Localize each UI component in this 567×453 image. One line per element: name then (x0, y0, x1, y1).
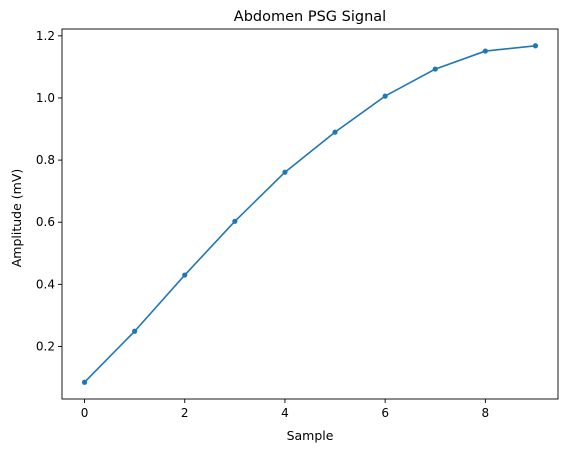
y-tick-label: 0.8 (36, 153, 55, 167)
data-point (132, 328, 138, 334)
y-tick-label: 0.6 (36, 215, 55, 229)
x-tick-label: 0 (81, 406, 89, 420)
y-axis-label: Amplitude (mV) (9, 169, 24, 268)
data-point (482, 48, 488, 54)
y-tick-label: 1.0 (36, 91, 55, 105)
y-tick-label: 1.2 (36, 29, 55, 43)
data-point (182, 272, 188, 278)
y-tick-label: 0.4 (36, 277, 55, 291)
chart-title: Abdomen PSG Signal (234, 9, 386, 25)
axes-frame (61, 28, 559, 400)
x-tick-label: 6 (381, 406, 389, 420)
data-point (282, 169, 288, 175)
x-tick-label: 4 (281, 406, 289, 420)
x-tick-label: 2 (181, 406, 189, 420)
data-point (532, 43, 539, 49)
data-point (432, 66, 438, 72)
plot-area: 0 2 4 6 8 0.2 0.4 0.6 0.8 1.0 1.2 (36, 28, 559, 420)
data-point (232, 218, 238, 224)
x-tick-label: 8 (482, 406, 490, 420)
series-line (83, 44, 536, 383)
data-point (382, 93, 388, 99)
data-point (332, 129, 338, 135)
x-axis-label: Sample (287, 428, 334, 443)
y-tick-label: 0.2 (36, 339, 55, 353)
data-point (81, 379, 88, 385)
